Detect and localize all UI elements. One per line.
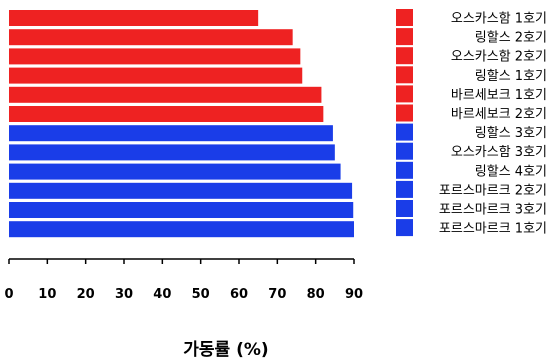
x-tick-label: 40 [153,287,171,302]
x-tick-label: 20 [77,287,95,302]
legend-swatch [396,142,413,160]
legend-label: 포르스마르크 2호기 [439,183,547,198]
bar [9,10,259,26]
legend-swatch [396,9,413,26]
legend-swatch [396,219,413,237]
bar [9,48,301,65]
bar [9,182,353,199]
legend-swatch [396,66,413,84]
legend-swatch [396,180,413,198]
legend-label: 포르스마르크 1호기 [439,222,547,237]
legend-swatch [396,123,413,141]
x-tick-label: 50 [192,287,210,302]
bar [9,221,354,238]
x-tick-label: 80 [307,287,325,302]
bar [9,163,341,180]
legend-swatch [396,85,413,103]
legend-swatch [396,161,413,179]
x-tick-label: 30 [115,287,133,302]
legend-label: 오스카스함 2호기 [451,50,547,65]
x-axis: 0 10 20 30 40 50 60 70 80 90 [4,258,363,302]
x-tick-label: 90 [345,287,363,302]
x-tick-label: 10 [38,287,56,302]
legend-label: 바르세보크 2호기 [451,107,547,122]
legend-label: 바르세보크 1호기 [451,88,547,103]
legend-swatch [396,28,413,46]
legend-swatch [396,104,413,122]
legend-label: 포르스마르크 3호기 [439,203,547,218]
legend-label: 오스카스함 1호기 [451,12,547,27]
x-axis-title: 가동률 (%) [183,340,268,360]
legend-label: 링할스 4호기 [475,164,547,179]
bar [9,144,335,161]
bar [9,106,324,122]
legend-swatch [396,47,413,65]
x-tick-label: 70 [268,287,286,302]
bar [9,67,303,84]
bars-layer [9,10,354,238]
bar [9,86,322,103]
legend-label: 오스카스함 3호기 [451,145,547,160]
legend-label: 링할스 1호기 [475,69,547,84]
legend-swatch [396,200,413,217]
bar [9,29,293,46]
bar [9,202,354,218]
legend-label: 링할스 2호기 [475,31,547,46]
legend-label: 링할스 3호기 [475,126,547,141]
x-tick-label: 60 [230,287,248,302]
x-tick-label: 0 [4,287,13,302]
bar [9,125,333,142]
